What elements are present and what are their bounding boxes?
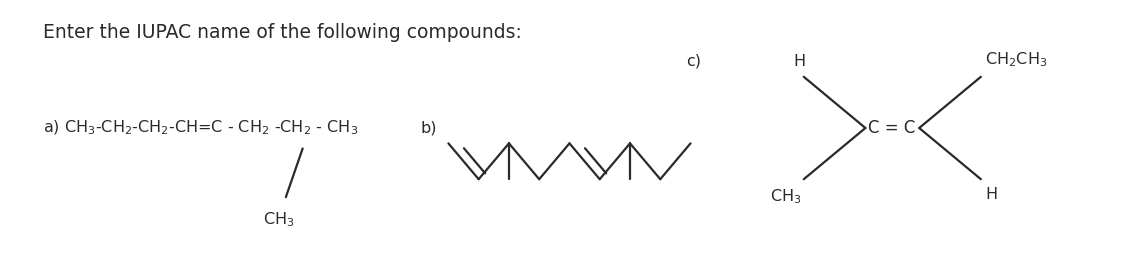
Text: a) CH$_3$-CH$_2$-CH$_2$-CH=C - CH$_2$ -CH$_2$ - CH$_3$: a) CH$_3$-CH$_2$-CH$_2$-CH=C - CH$_2$ -C… [43, 119, 358, 137]
Text: Enter the IUPAC name of the following compounds:: Enter the IUPAC name of the following co… [43, 23, 521, 42]
Text: CH$_2$CH$_3$: CH$_2$CH$_3$ [985, 50, 1048, 69]
Text: CH$_3$: CH$_3$ [263, 210, 295, 229]
Text: H: H [794, 54, 805, 69]
Text: CH$_3$: CH$_3$ [770, 187, 802, 206]
Text: C = C: C = C [868, 119, 915, 137]
Text: H: H [985, 187, 998, 202]
Text: b): b) [420, 121, 437, 135]
Text: c): c) [686, 54, 701, 69]
